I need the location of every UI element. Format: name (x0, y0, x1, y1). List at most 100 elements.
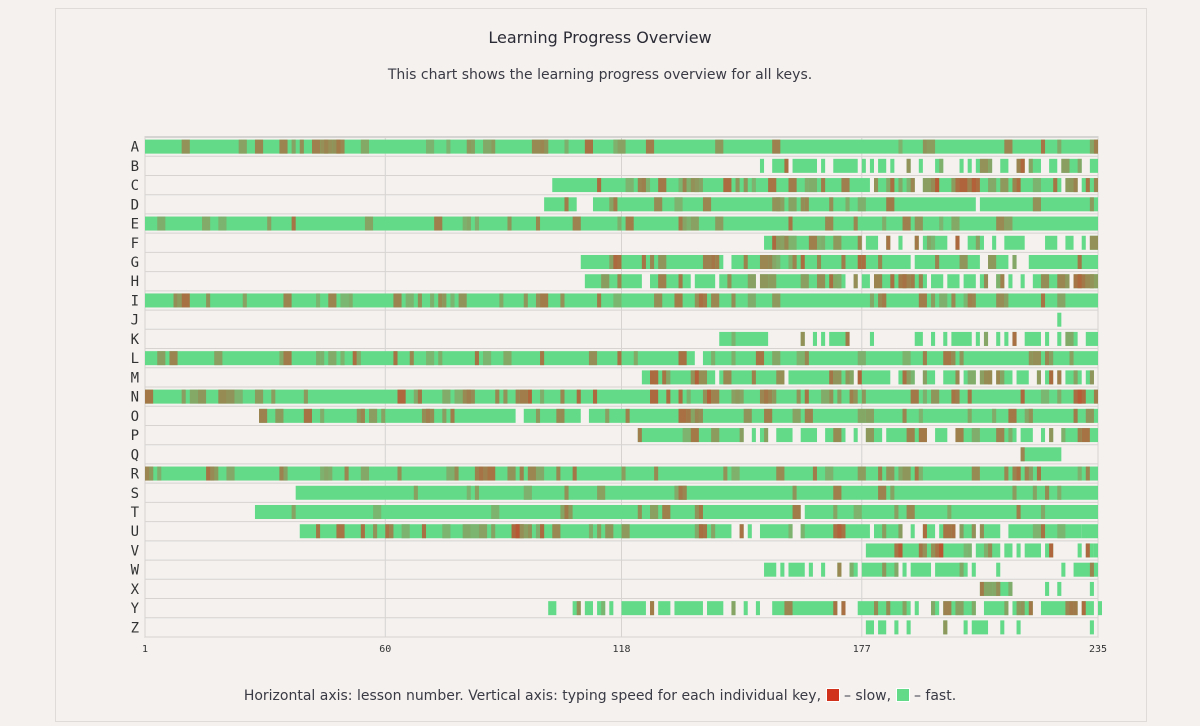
bar-K-13 (1004, 331, 1009, 346)
speed-cell-L (711, 351, 716, 366)
speed-cell-Z (943, 620, 948, 635)
speed-cell-Y (886, 601, 891, 616)
speed-cell-E (1004, 216, 1013, 231)
speed-cell-V (967, 543, 972, 558)
bar-F-5 (922, 235, 948, 250)
speed-cell-I (869, 293, 875, 308)
speed-cell-E (853, 216, 858, 231)
speed-cell-R (886, 466, 895, 481)
speed-cell-N (560, 389, 565, 404)
speed-cell-R (825, 466, 834, 481)
speed-cell-F (926, 235, 932, 250)
bar-P-1 (751, 428, 756, 443)
speed-cell-C (641, 178, 646, 193)
speed-cell-R (454, 466, 459, 481)
speed-cell-V (918, 543, 923, 558)
speed-cell-L (772, 351, 781, 366)
speed-cell-R (149, 466, 154, 481)
speed-cell-U (943, 524, 952, 539)
speed-cell-P (690, 428, 699, 443)
slow-swatch (825, 688, 840, 702)
speed-cell-A (564, 139, 569, 154)
speed-cell-C (597, 178, 602, 193)
speed-cell-H (1065, 274, 1070, 289)
speed-cell-O (967, 408, 972, 423)
speed-cell-O (857, 408, 866, 423)
y-tick-label-Y: Y (131, 601, 140, 617)
speed-cell-N (454, 389, 463, 404)
bar-Z-0 (865, 620, 875, 635)
speed-cell-L (943, 351, 952, 366)
speed-cell-L (804, 351, 809, 366)
speed-cell-N (503, 389, 508, 404)
speed-cell-A (254, 139, 264, 154)
speed-cell-A (470, 139, 475, 154)
y-tick-label-U: U (131, 524, 139, 540)
fast-swatch (895, 688, 910, 702)
speed-cell-P (1061, 428, 1066, 443)
speed-cell-M (955, 370, 960, 385)
speed-cell-O (992, 408, 997, 423)
speed-cell-C (1053, 178, 1058, 193)
speed-cell-G (792, 255, 797, 269)
speed-cell-I (747, 293, 756, 308)
speed-cell-I (1004, 293, 1009, 308)
speed-cell-P (833, 428, 842, 443)
speed-cell-D (564, 197, 569, 212)
speed-cell-O (694, 408, 699, 423)
speed-cell-F (772, 235, 777, 250)
speed-cell-Y (1004, 601, 1009, 616)
speed-cell-C (686, 178, 691, 193)
speed-cell-U (421, 524, 427, 539)
speed-cell-L (393, 351, 398, 366)
speed-cell-I (283, 293, 292, 308)
speed-cell-F (821, 235, 826, 250)
y-tick-label-H: H (131, 274, 139, 290)
speed-cell-Y (841, 601, 846, 616)
speed-cell-R (397, 466, 402, 481)
bar-G-5 (1028, 255, 1098, 269)
speed-cell-Q (1020, 447, 1025, 462)
speed-cell-N (922, 389, 927, 404)
y-tick-label-T: T (131, 505, 140, 521)
bar-U-3 (759, 524, 793, 539)
speed-cell-L (214, 351, 223, 366)
speed-cell-I (1057, 293, 1066, 308)
speed-cell-B (988, 158, 993, 173)
bar-P-10 (955, 428, 1017, 443)
speed-cell-W (849, 562, 854, 577)
speed-cell-C (898, 178, 903, 193)
speed-cell-M (1049, 370, 1054, 385)
speed-cell-Y (650, 601, 655, 616)
bar-F-10 (1045, 235, 1058, 250)
bar-B-6 (869, 158, 875, 173)
bar-Z-6 (971, 620, 989, 635)
bar-T-0 (254, 505, 801, 519)
speed-cell-A (898, 139, 903, 154)
speed-cell-C (1012, 178, 1017, 193)
speed-cell-F (914, 235, 919, 250)
speed-cell-L (279, 351, 284, 366)
speed-cell-E (535, 216, 541, 231)
speed-cell-N (821, 389, 830, 404)
speed-cell-P (739, 428, 744, 443)
speed-cell-S (523, 485, 532, 500)
bar-V-0 (865, 543, 972, 558)
speed-cell-O (450, 408, 455, 423)
speed-cell-L (902, 351, 911, 366)
speed-cell-L (1069, 351, 1074, 366)
speed-cell-R (723, 466, 728, 481)
speed-cell-N (931, 389, 940, 404)
speed-cell-C (922, 178, 932, 193)
speed-cell-S (1057, 485, 1062, 500)
bar-K-8 (943, 331, 948, 346)
speed-cell-C (955, 178, 960, 193)
speed-cell-C (804, 178, 809, 193)
speed-cell-U (515, 524, 524, 539)
speed-cell-A (544, 139, 549, 154)
speed-cell-R (1036, 466, 1041, 481)
speed-cell-I (931, 293, 936, 308)
speed-cell-Y (1028, 601, 1033, 616)
x-tick-label-177: 177 (853, 644, 871, 655)
speed-cell-P (1077, 428, 1082, 443)
